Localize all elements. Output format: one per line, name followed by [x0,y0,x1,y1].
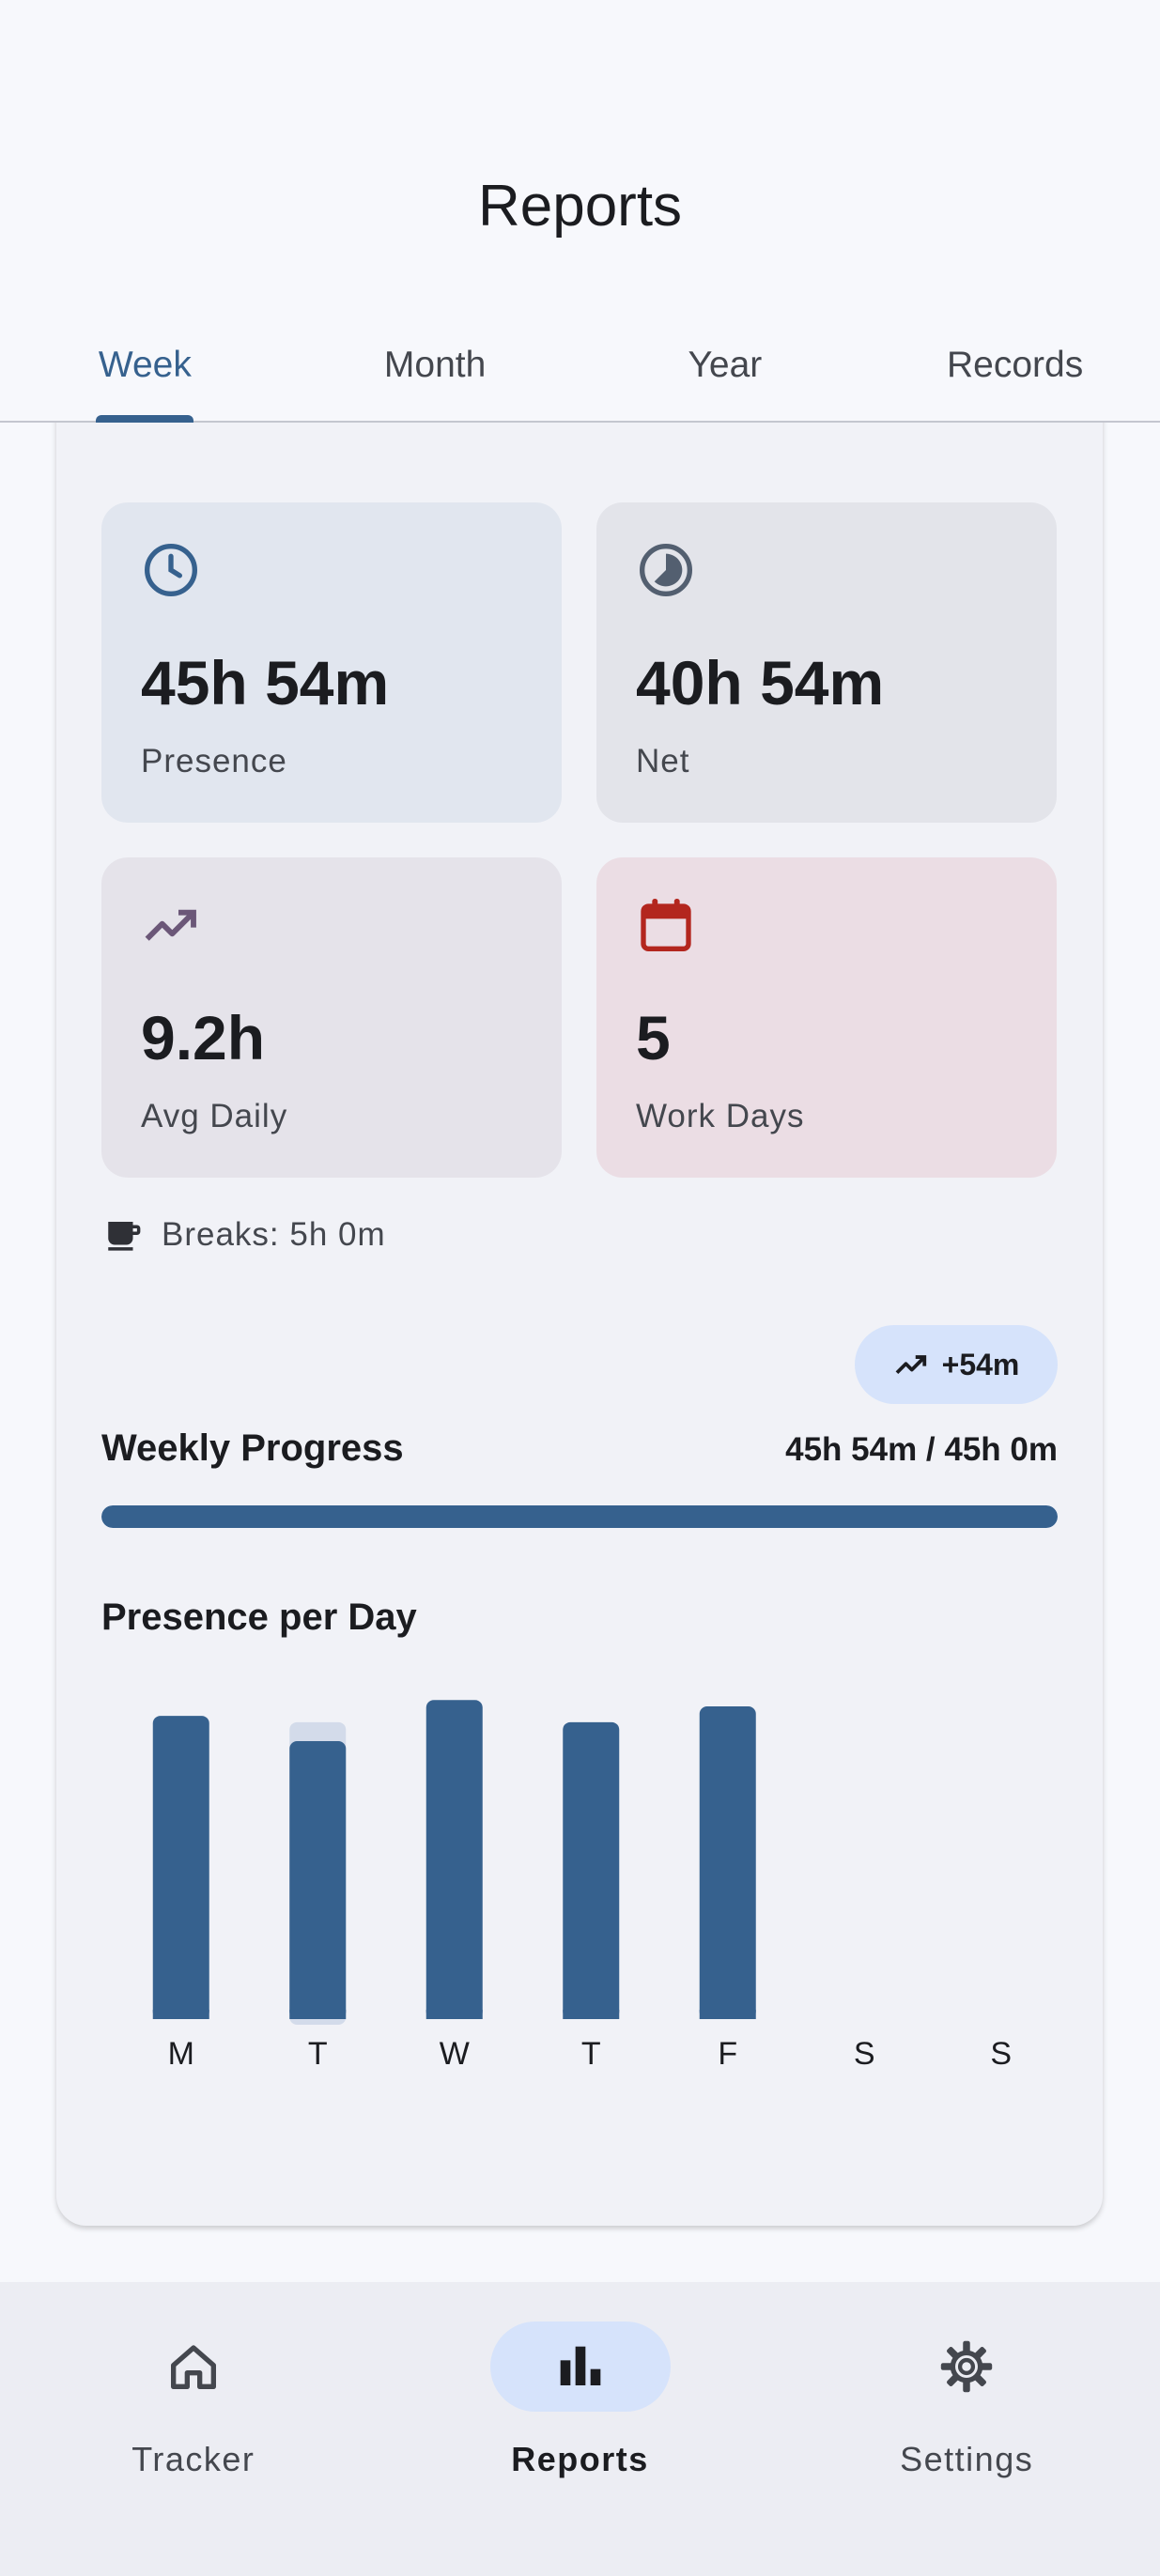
chart-bar-base-0 [152,2010,209,2019]
weekly-progress-value: 45h 54m / 45h 0m [785,1431,1058,1468]
tab-year-label: Year [688,345,763,385]
weekly-delta-text: +54m [941,1347,1020,1381]
avg-daily-label: Avg Daily [141,1098,288,1134]
nav-reports-pill [489,2321,671,2412]
chart-x-label-1: T [308,2036,328,2072]
week-report-card: 45h 54m Presence 40h 54m Net 9.2h Avg Da… [56,376,1103,2226]
nav-reports-label: Reports [511,2440,649,2478]
net-value: 40h 54m [636,648,885,717]
chart-bar-base-4 [699,2010,756,2019]
nav-settings-pill [876,2321,1057,2412]
clock-icon [145,544,197,596]
avg-daily-stat-card: 9.2h Avg Daily [101,857,562,1178]
page-title: Reports [477,174,683,239]
gear-icon [940,2340,993,2393]
trending-up-icon [895,1355,926,1375]
tab-week[interactable]: Week [0,310,290,423]
app-bar: Reports [0,0,1160,291]
chart-x-label-4: F [718,2036,737,2072]
breaks-text: Breaks: 5h 0m [162,1216,386,1253]
weekly-delta-chip: +54m [855,1325,1058,1404]
home-icon [170,2345,216,2389]
weekly-progress-bar [101,1505,1058,1528]
work-days-label: Work Days [636,1098,805,1134]
chart-x-label-3: T [581,2036,601,2072]
nav-reports[interactable]: Reports [387,2282,774,2576]
tab-month[interactable]: Month [290,310,580,421]
tab-week-label: Week [98,345,192,385]
coffee-icon [108,1222,141,1251]
tab-records-label: Records [947,345,1084,385]
bottom-navigation: Tracker Reports [0,2282,1160,2576]
work-days-value: 5 [636,1003,671,1072]
chart-bar-base-2 [425,2010,483,2019]
presence-label: Presence [141,743,287,779]
chart-bar-2 [425,1700,483,2019]
presence-value: 45h 54m [141,648,390,717]
period-tabs: Week Month Year Records [0,310,1160,423]
nav-tracker-pill [103,2321,284,2412]
tab-records[interactable]: Records [870,310,1160,421]
chart-bar-base-3 [563,2010,620,2019]
chart-bar-4 [699,1706,756,2019]
tab-month-label: Month [383,345,487,385]
chart-x-label-0: M [168,2036,194,2072]
presence-stat-card: 45h 54m Presence [101,502,562,823]
work-days-stat-card: 5 Work Days [596,857,1057,1178]
bar-chart-icon [560,2346,600,2385]
tab-active-indicator [96,415,194,423]
tab-year[interactable]: Year [580,310,871,421]
nav-settings[interactable]: Settings [773,2282,1160,2576]
nav-tracker[interactable]: Tracker [0,2282,387,2576]
chart-x-label-6: S [990,2036,1012,2072]
net-label: Net [636,743,690,779]
weekly-progress-fill [101,1505,1058,1528]
net-stat-card: 40h 54m Net [596,502,1057,823]
calendar-icon [641,899,691,951]
pie-chart-icon [640,544,692,596]
breaks-summary: Breaks: 5h 0m [103,1211,386,1258]
chart-bar-1 [289,1741,347,2019]
chart-bar-base-1 [289,2010,347,2019]
chart-title: Presence per Day [101,1597,417,1638]
chart-x-label-2: W [440,2036,470,2072]
weekly-progress-title: Weekly Progress [101,1427,404,1469]
trending-up-icon [145,909,196,941]
chart-x-label-5: S [854,2036,875,2072]
chart-bar-3 [563,1721,620,2019]
chart-bar-0 [152,1716,209,2019]
avg-daily-value: 9.2h [141,1003,266,1072]
nav-settings-label: Settings [900,2440,1034,2478]
nav-tracker-label: Tracker [131,2440,255,2478]
